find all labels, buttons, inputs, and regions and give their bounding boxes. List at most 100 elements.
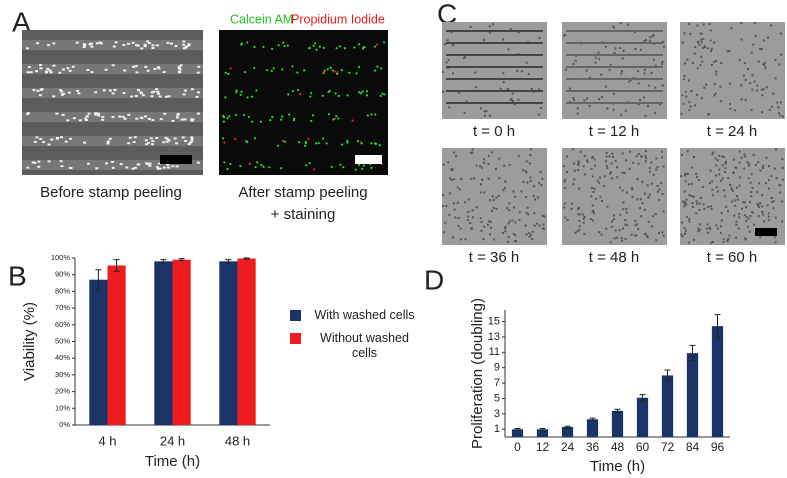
cell-dot bbox=[223, 141, 226, 144]
speckle bbox=[706, 223, 709, 226]
speckle bbox=[636, 177, 639, 180]
cell bbox=[88, 43, 92, 46]
speckle bbox=[697, 230, 700, 233]
speckle bbox=[528, 162, 531, 165]
speckle bbox=[628, 167, 631, 170]
speckle bbox=[655, 168, 658, 171]
speckle bbox=[498, 177, 501, 180]
speckle bbox=[636, 223, 639, 226]
speckle bbox=[761, 111, 764, 114]
speckle bbox=[715, 73, 718, 76]
speckle bbox=[779, 184, 782, 187]
cell-dot bbox=[353, 46, 356, 49]
speckle bbox=[507, 48, 510, 51]
bar bbox=[586, 419, 599, 437]
cell bbox=[106, 142, 110, 145]
cell-dot bbox=[247, 115, 251, 119]
speckle bbox=[658, 198, 661, 201]
cell-dot bbox=[281, 115, 284, 118]
speckle bbox=[761, 205, 764, 208]
speckle bbox=[490, 209, 493, 212]
speckle bbox=[715, 164, 718, 167]
speckle bbox=[609, 241, 612, 244]
cell bbox=[121, 115, 125, 118]
cell bbox=[176, 114, 180, 117]
speckle bbox=[604, 85, 607, 88]
speckle bbox=[573, 169, 576, 172]
speckle bbox=[502, 72, 505, 75]
cell bbox=[42, 141, 46, 144]
speckle bbox=[616, 166, 619, 169]
speckle bbox=[719, 225, 722, 228]
cell bbox=[146, 40, 150, 43]
cell bbox=[62, 92, 66, 95]
cell-dot bbox=[330, 165, 333, 169]
speckle bbox=[651, 35, 654, 38]
cell-dot bbox=[251, 120, 254, 123]
speckle bbox=[728, 82, 731, 85]
cell bbox=[147, 42, 151, 45]
speckle bbox=[529, 233, 532, 236]
speckle bbox=[471, 151, 474, 154]
speckle bbox=[661, 193, 664, 196]
cell bbox=[85, 115, 89, 118]
speckle bbox=[445, 61, 448, 64]
cell bbox=[37, 165, 41, 168]
speckle bbox=[530, 87, 533, 90]
cell-dot bbox=[331, 69, 334, 72]
speckle bbox=[643, 72, 646, 75]
cell-dot bbox=[291, 89, 295, 93]
speckle bbox=[757, 205, 760, 208]
speckle bbox=[503, 164, 506, 167]
cell bbox=[183, 118, 187, 121]
speckle bbox=[467, 210, 470, 213]
cell-dot bbox=[243, 70, 247, 74]
speckle bbox=[464, 238, 467, 241]
speckle bbox=[697, 227, 700, 230]
speckle bbox=[751, 186, 754, 189]
speckle bbox=[616, 236, 619, 239]
speckle bbox=[710, 208, 713, 211]
speckle bbox=[644, 150, 647, 153]
speckle bbox=[525, 61, 528, 64]
cell-dot bbox=[228, 115, 231, 118]
speckle bbox=[651, 225, 654, 228]
cell bbox=[47, 160, 51, 163]
speckle bbox=[525, 171, 528, 174]
speckle bbox=[692, 238, 695, 241]
y-tick-label: 80% bbox=[55, 286, 70, 295]
cell bbox=[75, 41, 79, 44]
speckle bbox=[495, 207, 498, 210]
cell-dot bbox=[332, 118, 335, 121]
cell-dot bbox=[287, 93, 290, 96]
speckle bbox=[688, 218, 691, 221]
caption: t = 36 h bbox=[469, 249, 519, 266]
cell bbox=[111, 92, 115, 95]
speckle bbox=[593, 164, 596, 167]
speckle bbox=[734, 204, 737, 207]
speckle bbox=[708, 181, 711, 184]
speckle bbox=[631, 195, 634, 198]
speckle bbox=[768, 187, 771, 190]
speckle bbox=[479, 165, 482, 168]
speckle bbox=[538, 113, 541, 116]
cell bbox=[38, 94, 42, 97]
cell bbox=[71, 65, 75, 68]
speckle bbox=[506, 207, 509, 210]
cell-dot bbox=[260, 164, 263, 167]
speckle bbox=[482, 39, 485, 42]
speckle bbox=[454, 216, 457, 219]
cell bbox=[182, 47, 186, 50]
speckle bbox=[464, 201, 467, 204]
cell-dot bbox=[343, 47, 346, 50]
speckle bbox=[622, 208, 625, 211]
speckle bbox=[581, 213, 584, 216]
speckle bbox=[566, 218, 569, 221]
cell bbox=[187, 142, 191, 145]
speckle bbox=[622, 227, 625, 230]
speckle bbox=[687, 241, 690, 244]
cell-dot bbox=[298, 92, 302, 96]
speckle bbox=[507, 209, 510, 212]
speckle bbox=[761, 48, 764, 51]
error-bar bbox=[160, 259, 167, 264]
